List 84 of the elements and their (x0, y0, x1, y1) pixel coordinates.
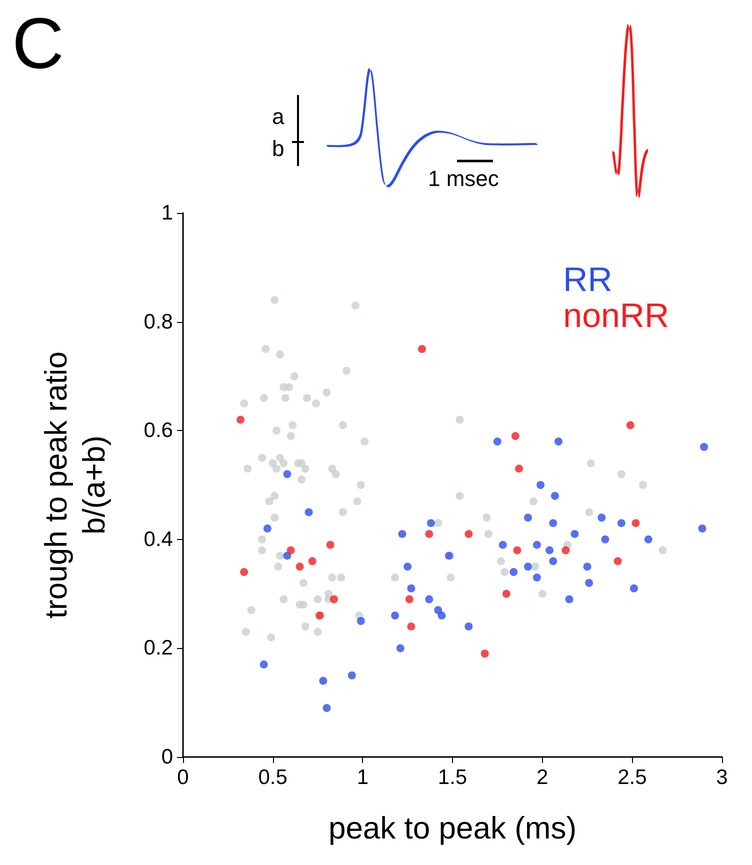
point (549, 557, 558, 566)
point (391, 612, 400, 620)
point (585, 578, 594, 587)
x-axis-title: peak to peak (ms) (328, 810, 577, 846)
point (550, 492, 559, 500)
point (614, 557, 622, 566)
x-tick-label: 1 (356, 766, 369, 789)
point (511, 432, 520, 440)
point (498, 540, 507, 549)
point (308, 557, 316, 566)
point (356, 617, 365, 625)
x-tick-label: 3 (716, 766, 728, 789)
point (407, 622, 416, 630)
point (348, 671, 356, 680)
text: a (272, 104, 284, 129)
point (319, 676, 328, 685)
point (304, 508, 313, 516)
point (632, 519, 640, 528)
point (565, 595, 574, 604)
point (464, 622, 473, 630)
x-tick-label: 2.5 (618, 766, 647, 789)
point (536, 481, 545, 489)
x-tick-label: 1.5 (438, 766, 468, 789)
point (283, 470, 292, 478)
point (698, 524, 706, 533)
point (524, 514, 532, 522)
point (480, 650, 489, 658)
point (407, 584, 416, 592)
point (296, 562, 304, 571)
point (236, 416, 244, 424)
point (532, 573, 541, 582)
y-tick-label: 0.8 (144, 310, 173, 334)
point (554, 437, 563, 446)
y-axis-title: trough to peak ratio b/(a+b) (38, 351, 112, 619)
point (493, 437, 502, 446)
point (546, 546, 554, 554)
text: 1 msec (428, 166, 499, 191)
y-tick-label: 0.6 (144, 419, 173, 442)
point (549, 519, 558, 528)
point (583, 562, 592, 571)
point (700, 442, 708, 451)
y-tick-label: 0.2 (144, 636, 173, 660)
point (601, 535, 610, 544)
point (562, 546, 570, 554)
point (570, 530, 579, 538)
point (502, 590, 510, 598)
point (425, 530, 434, 538)
point (524, 562, 532, 571)
y-tick-label: 0 (161, 746, 173, 768)
point (260, 660, 268, 669)
text: C (12, 4, 64, 84)
point (322, 704, 331, 712)
point (326, 540, 334, 549)
x-tick-label: 0 (177, 766, 189, 789)
point (598, 514, 606, 522)
point (405, 595, 414, 604)
point (510, 568, 518, 576)
text: nonRR (563, 297, 670, 335)
point (513, 546, 522, 554)
point (514, 464, 523, 473)
point (630, 584, 638, 592)
point (464, 530, 473, 538)
point (617, 519, 626, 528)
x-tick-label: 2 (536, 766, 548, 789)
point (398, 530, 406, 538)
point (286, 546, 295, 554)
x-tick-label: 0.5 (258, 766, 288, 789)
point (626, 421, 634, 430)
text: RR (563, 261, 612, 299)
point (438, 612, 446, 620)
point (532, 540, 541, 549)
y-tick-label: 0.4 (144, 528, 174, 551)
y-tick-label: 1 (161, 202, 173, 224)
point (240, 568, 248, 576)
point (330, 595, 338, 604)
point (644, 535, 652, 544)
point (434, 606, 442, 614)
point (418, 345, 426, 353)
point (426, 519, 435, 528)
point (425, 595, 434, 604)
point (404, 562, 412, 571)
point (396, 644, 404, 652)
point (263, 524, 272, 533)
text: b (272, 136, 284, 161)
